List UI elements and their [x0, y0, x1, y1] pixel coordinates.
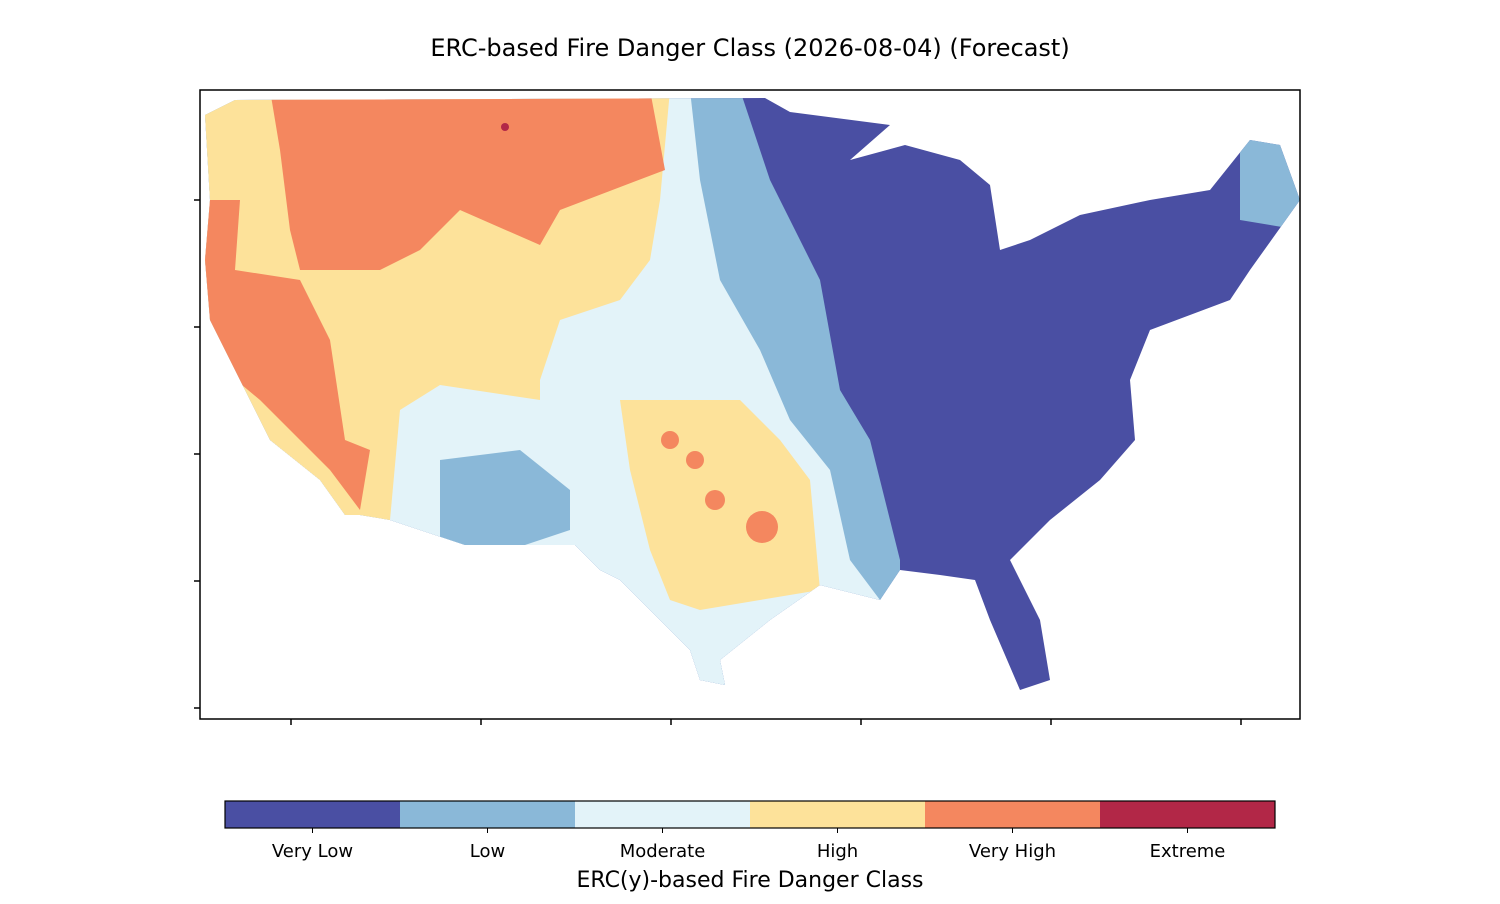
colorbar-tick-label: Very Low	[272, 841, 353, 862]
colorbar-segment	[925, 801, 1100, 828]
region	[746, 511, 778, 543]
colorbar-label: ERC(y)-based Fire Danger Class	[576, 868, 923, 893]
region	[1240, 140, 1300, 230]
region	[205, 200, 370, 510]
region	[270, 98, 665, 270]
colorbar-tick-label: Low	[470, 841, 505, 862]
colorbar-segment	[1100, 801, 1275, 828]
colorbar-tick-label: Moderate	[620, 841, 706, 862]
colorbar-segment	[575, 801, 750, 828]
region	[440, 450, 570, 550]
region	[686, 451, 704, 469]
region	[705, 490, 725, 510]
colorbar-tick-label: Very High	[969, 841, 1056, 862]
colorbar-tick-label: High	[817, 841, 858, 862]
colorbar-frame	[224, 800, 1276, 829]
map-area	[205, 98, 1300, 690]
colorbar-tick-label: Extreme	[1150, 841, 1226, 862]
colorbar-segment	[400, 801, 575, 828]
colorbar-segment	[750, 801, 925, 828]
map-frame	[194, 89, 1301, 725]
colorbar: Very Low Low Moderate High Very High Extreme	[224, 800, 1276, 862]
region	[661, 431, 679, 449]
colorbar-segment	[225, 801, 400, 828]
region	[501, 123, 509, 131]
map-title: ERC-based Fire Danger Class (2026-08-04)…	[430, 34, 1069, 62]
